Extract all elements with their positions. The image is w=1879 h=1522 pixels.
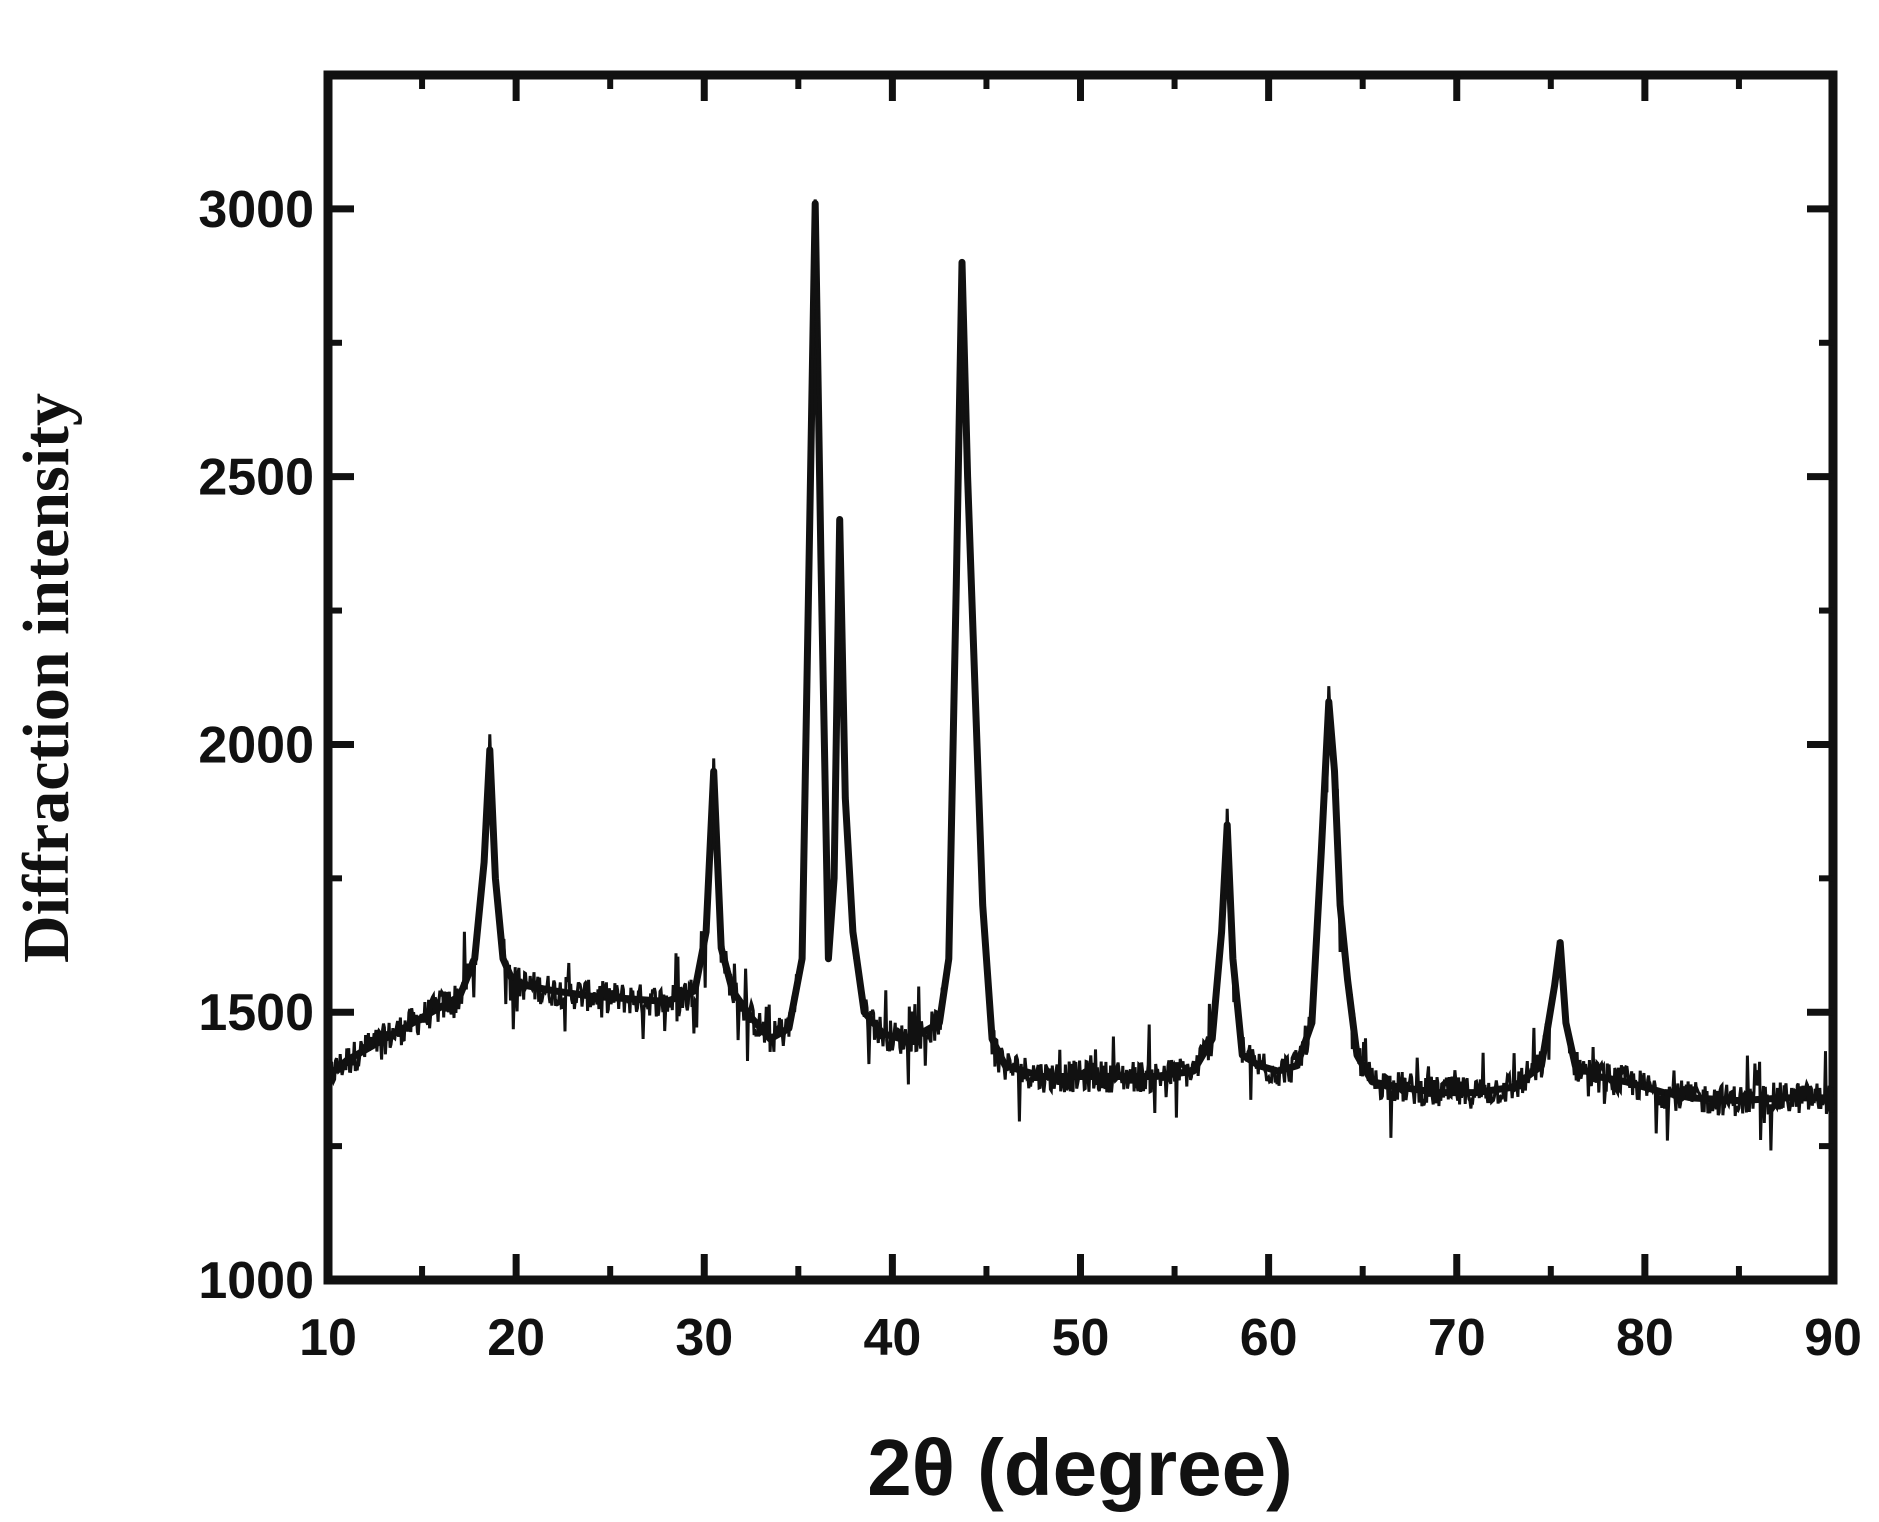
y-axis-ticks: 1000 1500 2000 2500 3000 [198,181,1833,1310]
x-tick-label: 20 [487,1309,545,1367]
series-noise-band [326,199,1835,1151]
y-tick-label: 1500 [198,984,314,1042]
x-tick-label: 10 [299,1309,357,1367]
plot-area [323,70,1838,1285]
x-axis-label: 2θ (degree) [867,1423,1293,1512]
y-tick-label: 2500 [198,449,314,507]
x-tick-label: 60 [1240,1309,1298,1367]
x-tick-label: 90 [1804,1309,1862,1367]
y-tick-label: 2000 [198,716,314,774]
x-tick-label: 40 [863,1309,921,1367]
y-tick-label: 3000 [198,181,314,239]
y-tick-label: 1000 [198,1252,314,1310]
x-axis-ticks: 10 20 30 40 50 60 70 80 90 [299,75,1862,1367]
x-tick-label: 50 [1052,1309,1110,1367]
x-tick-label: 70 [1428,1309,1486,1367]
x-tick-label: 30 [675,1309,733,1367]
y-axis-label: Diffraction intensity [10,393,83,963]
x-tick-label: 80 [1616,1309,1674,1367]
